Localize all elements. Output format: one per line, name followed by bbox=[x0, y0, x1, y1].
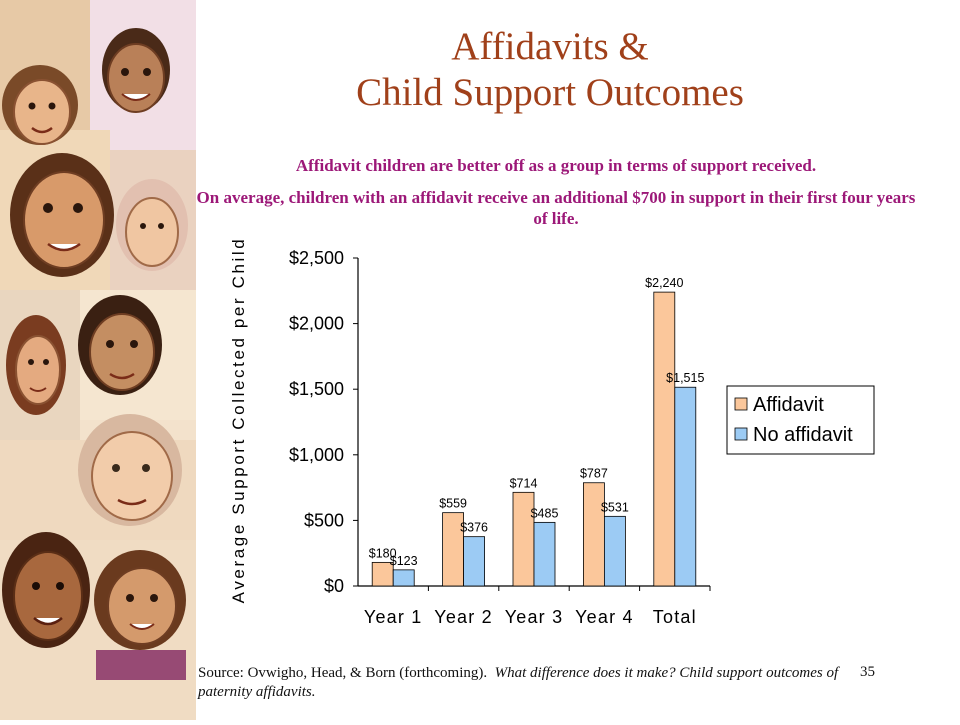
x-category-label: Total bbox=[653, 607, 697, 627]
data-labels: $180$123 $559 $376 $714 $485 $787 $531 $2,240 $1… bbox=[369, 276, 705, 568]
page-number: 35 bbox=[860, 664, 875, 680]
child-face-7 bbox=[78, 414, 182, 526]
x-category-label: Year 1 bbox=[364, 607, 423, 627]
bar-value-label: $1,515 bbox=[666, 371, 704, 385]
subtitle-line-2: On average, children with an affidavit r… bbox=[196, 188, 916, 228]
bar-value-label: $123 bbox=[390, 554, 418, 568]
x-category-label: Year 3 bbox=[505, 607, 564, 627]
bars bbox=[371, 291, 697, 587]
y-tick-label: $1,000 bbox=[289, 445, 344, 465]
y-tick-label: $1,500 bbox=[289, 379, 344, 399]
y-tick-label: $2,000 bbox=[289, 314, 344, 334]
bar-no-affidavit bbox=[392, 569, 415, 587]
bar-no-affidavit bbox=[603, 515, 626, 587]
y-tick-label: $2,500 bbox=[289, 248, 344, 268]
support-bar-chart: Average Support Collected per Child $0 $5… bbox=[229, 240, 875, 627]
child-face-5 bbox=[6, 315, 66, 415]
bar-no-affidavit bbox=[533, 521, 556, 587]
bar-value-label: $787 bbox=[580, 467, 608, 481]
slide-title: Affidavits & Child Support Outcomes bbox=[240, 24, 860, 116]
title-line-2: Child Support Outcomes bbox=[356, 71, 744, 114]
bar-no-affidavit bbox=[463, 536, 486, 587]
bar-affidavit bbox=[582, 482, 605, 587]
title-line-1: Affidavits & bbox=[451, 25, 649, 68]
source-citation: Source: Ovwigho, Head, & Born (forthcomi… bbox=[198, 664, 888, 702]
bar-value-label: $485 bbox=[531, 506, 559, 520]
legend-swatch bbox=[734, 427, 748, 441]
bar-no-affidavit bbox=[674, 386, 697, 587]
child-face-8 bbox=[2, 532, 90, 648]
y-tick-label: $0 bbox=[324, 576, 344, 596]
legend: Affidavit No affidavit bbox=[726, 385, 875, 455]
child-face-4 bbox=[116, 179, 188, 271]
source-prefix: Source: Ovwigho, Head, & Born (forthcomi… bbox=[198, 665, 488, 681]
bar-value-label: $559 bbox=[439, 497, 467, 511]
children-photo-collage bbox=[0, 0, 196, 720]
bar-value-label: $376 bbox=[460, 521, 488, 535]
y-tick-label: $500 bbox=[304, 510, 344, 530]
legend-label: Affidavit bbox=[753, 394, 824, 416]
x-category-label: Year 4 bbox=[575, 607, 634, 627]
bar-value-label: $180 bbox=[369, 546, 397, 560]
legend-box bbox=[726, 385, 875, 455]
child-face-6 bbox=[78, 295, 162, 395]
bar-value-label: $2,240 bbox=[645, 276, 683, 290]
x-category-label: Year 2 bbox=[434, 607, 493, 627]
legend-swatch bbox=[734, 397, 748, 411]
bar-value-label: $531 bbox=[601, 500, 629, 514]
source-title: What difference does it make? Child supp… bbox=[198, 665, 839, 700]
child-face-9 bbox=[94, 550, 186, 650]
axes: $0 $500 $1,000 $1,500 $2,000 $2,500 Year 1 Year… bbox=[289, 248, 711, 627]
collage-illustration bbox=[0, 0, 196, 720]
legend-label: No affidavit bbox=[753, 424, 853, 446]
child-face-1 bbox=[102, 28, 170, 113]
child-face-2 bbox=[2, 65, 78, 145]
bar-value-label: $714 bbox=[510, 476, 538, 490]
y-axis-label: Average Support Collected per Child bbox=[229, 240, 248, 603]
child-face-3 bbox=[10, 153, 114, 277]
bar-affidavit bbox=[653, 291, 676, 587]
subtitle-line-1: Affidavit children are better off as a g… bbox=[295, 156, 817, 175]
